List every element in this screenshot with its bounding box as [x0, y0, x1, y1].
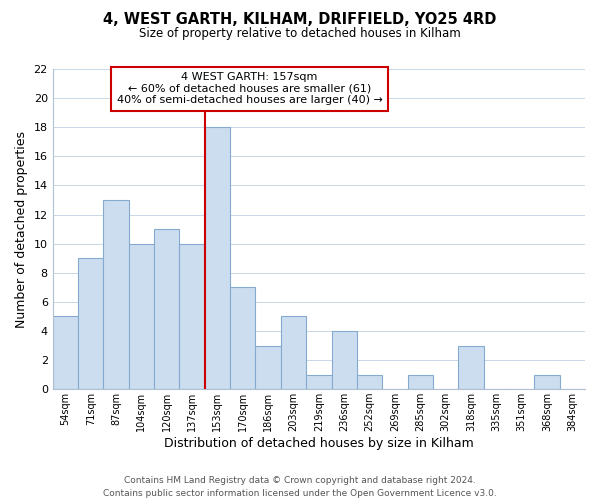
Text: Size of property relative to detached houses in Kilham: Size of property relative to detached ho…	[139, 28, 461, 40]
Bar	[103, 200, 129, 389]
Bar	[154, 229, 179, 389]
Text: 4 WEST GARTH: 157sqm
← 60% of detached houses are smaller (61)
40% of semi-detac: 4 WEST GARTH: 157sqm ← 60% of detached h…	[116, 72, 383, 106]
Bar	[535, 374, 560, 389]
Bar	[407, 374, 433, 389]
Bar	[332, 331, 357, 389]
Bar	[357, 374, 382, 389]
Bar	[306, 374, 332, 389]
X-axis label: Distribution of detached houses by size in Kilham: Distribution of detached houses by size …	[164, 437, 474, 450]
Bar	[256, 346, 281, 389]
Bar	[281, 316, 306, 389]
Text: Contains HM Land Registry data © Crown copyright and database right 2024.
Contai: Contains HM Land Registry data © Crown c…	[103, 476, 497, 498]
Text: 4, WEST GARTH, KILHAM, DRIFFIELD, YO25 4RD: 4, WEST GARTH, KILHAM, DRIFFIELD, YO25 4…	[103, 12, 497, 28]
Bar	[78, 258, 103, 389]
Y-axis label: Number of detached properties: Number of detached properties	[15, 130, 28, 328]
Bar	[129, 244, 154, 389]
Bar	[53, 316, 78, 389]
Bar	[458, 346, 484, 389]
Bar	[179, 244, 205, 389]
Bar	[230, 288, 256, 389]
Bar	[205, 127, 230, 389]
